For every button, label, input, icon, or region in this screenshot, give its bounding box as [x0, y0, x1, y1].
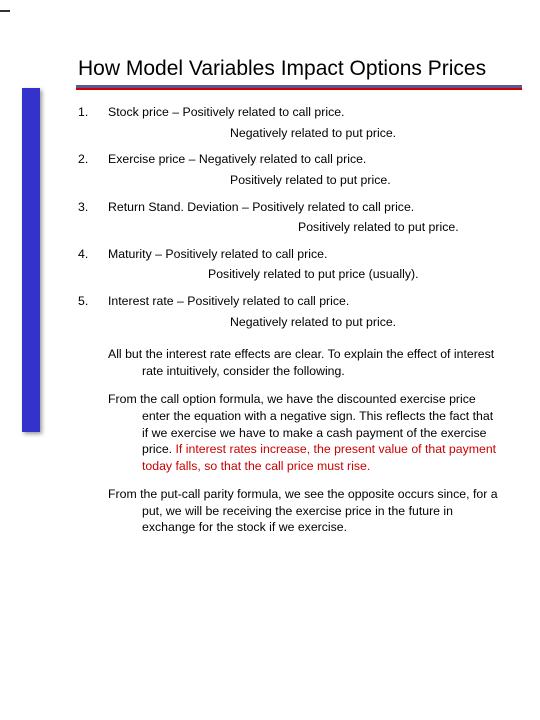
paragraph: All but the interest rate effects are cl… [78, 346, 498, 379]
paragraph: From the put-call parity formula, we see… [78, 486, 498, 536]
title-rule [76, 85, 522, 90]
item-subtext: Positively related to put price. [78, 172, 508, 189]
highlight-text: If interest rates increase, the present … [142, 442, 496, 473]
item-subtext: Positively related to put price. [78, 219, 508, 236]
item-subtext: Negatively related to put price. [78, 125, 508, 142]
item-text: Stock price – Positively related to call… [108, 104, 508, 121]
list-item: 4. Maturity – Positively related to call… [78, 246, 508, 263]
top-dash-decor [0, 10, 10, 12]
left-accent-stripe [22, 88, 40, 432]
item-text: Interest rate – Positively related to ca… [108, 293, 508, 310]
item-number: 4. [78, 246, 108, 263]
list-item: 5. Interest rate – Positively related to… [78, 293, 508, 310]
slide-content: How Model Variables Impact Options Price… [78, 56, 518, 548]
list-item: 3. Return Stand. Deviation – Positively … [78, 199, 508, 216]
variable-list: 1. Stock price – Positively related to c… [78, 104, 508, 330]
item-text: Return Stand. Deviation – Positively rel… [108, 199, 508, 216]
item-subtext: Negatively related to put price. [78, 314, 508, 331]
item-text: Exercise price – Negatively related to c… [108, 151, 508, 168]
item-number: 2. [78, 151, 108, 168]
item-number: 5. [78, 293, 108, 310]
page-title: How Model Variables Impact Options Price… [78, 56, 518, 81]
item-subtext: Positively related to put price (usually… [78, 266, 508, 283]
item-number: 1. [78, 104, 108, 121]
item-number: 3. [78, 199, 108, 216]
list-item: 2. Exercise price – Negatively related t… [78, 151, 508, 168]
item-text: Maturity – Positively related to call pr… [108, 246, 508, 263]
paragraph: From the call option formula, we have th… [78, 391, 498, 474]
list-item: 1. Stock price – Positively related to c… [78, 104, 508, 121]
